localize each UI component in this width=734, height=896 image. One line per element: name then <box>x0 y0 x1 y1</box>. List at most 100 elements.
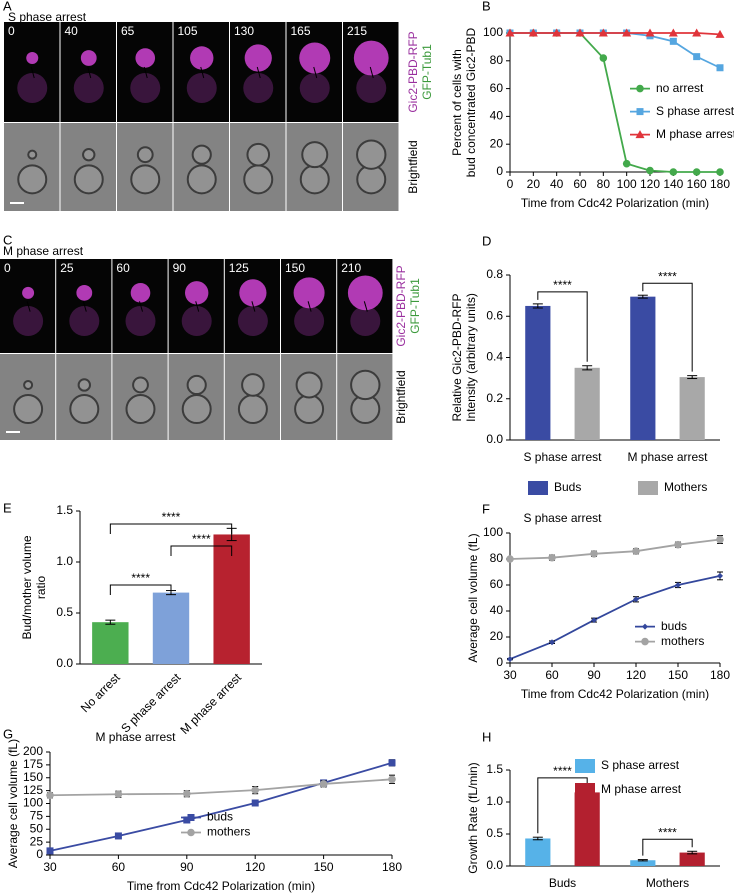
y-tick-label: 1.5 <box>486 762 503 776</box>
legend-label: M phase arrest <box>601 782 682 796</box>
mother-cell-signal <box>13 306 44 337</box>
mother-cell-signal <box>69 306 100 337</box>
x-tick-label: 80 <box>597 177 611 191</box>
marker <box>669 37 677 45</box>
marker <box>633 596 639 603</box>
y-tick-label: 0.0 <box>486 432 503 446</box>
spindle <box>256 66 261 79</box>
series-line <box>510 32 721 36</box>
time-label: 0 <box>8 24 15 38</box>
legend-label: mothers <box>207 825 250 839</box>
y-tick-label: 0.5 <box>486 826 503 840</box>
time-label: 165 <box>291 24 311 38</box>
marker <box>717 572 723 579</box>
x-tick-label: 40 <box>550 177 564 191</box>
bud-cell <box>295 371 323 399</box>
marker <box>183 789 191 798</box>
bud-signal <box>130 283 151 303</box>
y-tick-label: 40 <box>490 109 504 123</box>
mother-cell-signal <box>125 306 156 337</box>
panel-letter: B <box>482 0 491 13</box>
significance-label: **** <box>658 269 677 283</box>
mother-cell-signal <box>17 73 48 103</box>
mother-cell-signal <box>356 73 387 103</box>
panel-letter: H <box>482 729 491 744</box>
legend-label: buds <box>207 810 233 824</box>
y-tick-label: 80 <box>490 53 504 67</box>
x-tick-label: 140 <box>663 177 683 191</box>
mother-cell <box>69 394 100 425</box>
marker <box>715 29 725 38</box>
x-tick-label: 150 <box>314 860 334 874</box>
mother-cell-signal <box>130 73 161 103</box>
bud-signal <box>299 42 331 74</box>
mother-cell <box>299 164 330 195</box>
y-tick-label: 125 <box>23 783 43 797</box>
y-tick-label: 175 <box>23 757 43 771</box>
time-label: 40 <box>65 24 79 38</box>
y-axis-label: Relative Gic2-PBD-RFP <box>450 293 464 421</box>
marker <box>622 28 632 37</box>
bud-cell <box>77 378 92 392</box>
bud-signal <box>190 46 214 70</box>
marker <box>692 28 702 37</box>
panel-title: M phase arrest <box>3 244 84 258</box>
fluorescence-frame <box>60 22 116 122</box>
bud-signal <box>244 44 272 72</box>
fluorescence-frame <box>56 259 112 353</box>
bud-signal <box>76 284 93 301</box>
y-axis-label: Growth Rate (fL/min) <box>466 762 480 873</box>
x-tick-label: Mothers <box>646 876 689 890</box>
mother-cell-signal <box>299 73 330 103</box>
x-tick-label: 30 <box>503 668 517 682</box>
bud-signal <box>26 52 39 64</box>
legend-swatch <box>575 759 595 773</box>
spindle <box>307 301 312 312</box>
marker <box>46 847 54 855</box>
x-axis-label: Time from Cdc42 Polarization (min) <box>521 687 709 701</box>
time-label: 25 <box>60 261 74 275</box>
mother-cell <box>125 394 156 425</box>
series-line <box>510 32 720 173</box>
mother-cell-signal <box>73 73 104 103</box>
time-label: 105 <box>178 24 198 38</box>
mother-cell-signal <box>181 306 212 337</box>
marker <box>641 637 649 646</box>
y-tick-label: 60 <box>490 577 504 591</box>
y-tick-label: 100 <box>483 25 503 39</box>
spindle <box>313 66 318 79</box>
y-tick-label: 60 <box>490 81 504 95</box>
marker <box>114 790 123 799</box>
marker <box>693 53 701 61</box>
legend-label: Buds <box>554 480 581 494</box>
legend-swatch <box>528 481 548 495</box>
y-axis-label: Percent of cells with <box>450 49 464 156</box>
bud-cell <box>356 139 387 170</box>
mother-cell-signal <box>237 306 268 337</box>
significance-label: **** <box>162 510 181 524</box>
significance-bracket <box>109 584 172 595</box>
significance-bracket <box>642 282 693 372</box>
x-tick-label: M phase arrest <box>178 670 245 737</box>
marker <box>549 639 555 646</box>
bar <box>92 622 129 664</box>
y-axis-label: Bud/mother volume <box>20 535 34 639</box>
bud-cell <box>132 376 149 394</box>
y-tick-label: 20 <box>490 136 504 150</box>
marker <box>251 786 259 794</box>
marker <box>636 84 644 93</box>
mother-cell <box>243 164 274 195</box>
bar <box>574 367 600 440</box>
marker <box>187 814 195 821</box>
x-tick-label: 100 <box>617 177 637 191</box>
marker <box>46 791 54 800</box>
bud-signal <box>185 281 209 305</box>
y-tick-label: 0 <box>496 164 503 178</box>
significance-bracket <box>170 545 233 556</box>
fluorescence-frame <box>173 22 229 122</box>
legend-label: no arrest <box>656 81 704 95</box>
y-tick-label: 0.8 <box>486 267 503 281</box>
mother-cell <box>181 394 212 425</box>
spindle <box>139 301 143 312</box>
mother-cell <box>13 394 44 425</box>
